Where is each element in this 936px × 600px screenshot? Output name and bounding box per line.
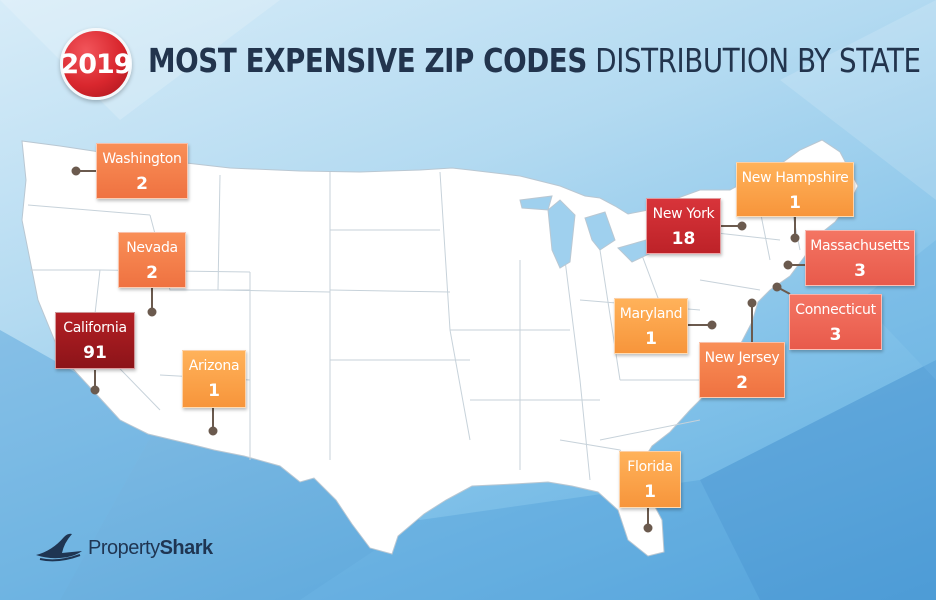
- state-name: California: [63, 320, 127, 336]
- pin-massachusetts: [783, 260, 806, 270]
- year-text: 2019: [60, 48, 132, 80]
- state-count: 1: [208, 381, 220, 401]
- state-label-connecticut: Connecticut 3: [789, 294, 882, 350]
- pin-new-jersey: [747, 298, 757, 343]
- brand-name-bold: Shark: [159, 536, 214, 559]
- pin-washington: [71, 166, 98, 176]
- state-label-florida: Florida 1: [619, 451, 681, 508]
- state-label-nevada: Nevada 2: [118, 232, 186, 288]
- shark-fin-icon: [36, 533, 82, 562]
- pin-new-york: [720, 221, 747, 231]
- state-name: Maryland: [619, 306, 683, 322]
- state-label-new-jersey: New Jersey 2: [699, 342, 785, 398]
- pin-nevada: [147, 286, 157, 317]
- year-badge: 2019: [60, 28, 133, 100]
- state-label-massachusetts: Massachusetts 3: [805, 230, 915, 286]
- pin-california: [90, 370, 100, 395]
- state-label-new-york: New York 18: [646, 198, 721, 254]
- state-name: New Jersey: [704, 350, 780, 366]
- state-count: 1: [644, 482, 656, 502]
- state-name: New Hampshire: [741, 170, 849, 186]
- state-label-california: California 91: [55, 312, 135, 369]
- state-count: 2: [736, 373, 748, 393]
- pin-new-hampshire: [790, 216, 800, 243]
- pin-florida: [643, 508, 653, 533]
- brand-name-regular: Property: [88, 536, 160, 559]
- state-count: 91: [83, 343, 107, 363]
- state-count: 2: [146, 263, 158, 283]
- state-name: Florida: [627, 459, 673, 475]
- state-name: New York: [652, 206, 715, 222]
- state-label-maryland: Maryland 1: [614, 298, 688, 354]
- state-name: Arizona: [188, 358, 240, 374]
- state-name: Washington: [102, 151, 182, 167]
- state-count: 1: [645, 329, 657, 349]
- state-label-new-hampshire: New Hampshire 1: [736, 162, 854, 217]
- title-regular: DISTRIBUTION BY STATE: [595, 41, 921, 80]
- state-count: 3: [829, 325, 842, 345]
- state-count: 18: [671, 229, 696, 249]
- brand-logo: PropertyShark: [34, 528, 254, 568]
- state-name: Nevada: [126, 240, 178, 256]
- pin-arizona: [208, 408, 218, 436]
- pin-maryland: [687, 320, 717, 330]
- state-name: Massachusetts: [810, 238, 910, 254]
- pin-connecticut: [772, 282, 791, 295]
- state-name: Connecticut: [795, 302, 876, 318]
- state-label-arizona: Arizona 1: [182, 350, 246, 408]
- state-count: 2: [136, 174, 148, 194]
- state-count: 1: [789, 193, 801, 213]
- brand-name: PropertyShark: [88, 537, 213, 560]
- page-title: MOST EXPENSIVE ZIP CODES DISTRIBUTION BY…: [148, 38, 921, 84]
- state-count: 3: [854, 261, 866, 281]
- title-bold: MOST EXPENSIVE ZIP CODES: [148, 41, 587, 80]
- state-label-washington: Washington 2: [96, 143, 188, 199]
